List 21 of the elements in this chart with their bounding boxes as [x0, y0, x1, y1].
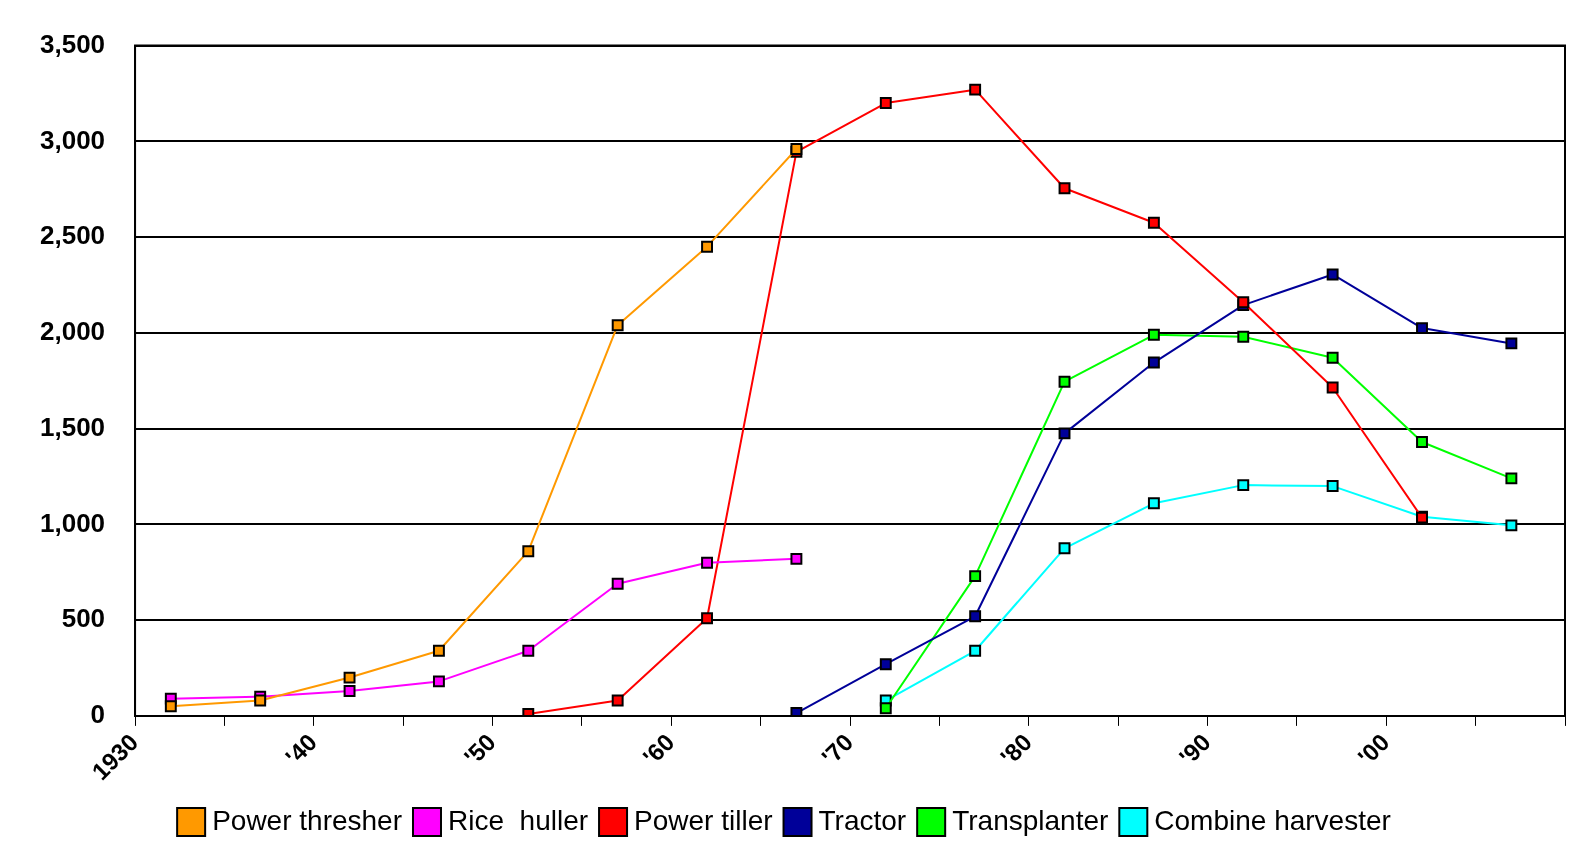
y-tick-label: 3,000: [39, 124, 106, 155]
y-tick-label: 2,000: [39, 316, 106, 347]
y-tick-label: 3,500: [39, 28, 106, 59]
x-tick-label: '80: [994, 728, 1037, 771]
legend-label: Power thresher: [212, 804, 403, 836]
legend-label: Transplanter: [952, 804, 1109, 836]
legend-label: Combine harvester: [1154, 804, 1391, 836]
x-tick-label: '70: [816, 728, 859, 771]
legend-label: Power tiller: [634, 804, 773, 836]
y-tick-label: 1,500: [39, 411, 106, 442]
y-tick-label: 500: [61, 603, 106, 634]
x-tick-label: '40: [280, 728, 323, 771]
x-tick-label: '60: [637, 728, 680, 771]
y-tick-label: 0: [90, 699, 106, 730]
y-tick-label: 1,000: [39, 507, 106, 538]
y-tick-label: 2,500: [39, 220, 106, 251]
legend-label: Tractor: [818, 804, 907, 836]
x-tick-label: '50: [458, 728, 501, 771]
x-tick-label: '00: [1352, 728, 1395, 771]
x-tick-label: '90: [1173, 728, 1216, 771]
legend-label: Rice huller: [448, 804, 589, 836]
